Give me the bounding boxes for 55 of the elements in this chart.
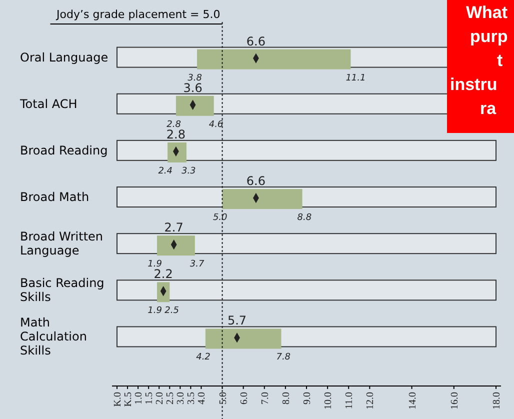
x-tick-label: K.5 [123,392,134,407]
x-tick-label: 16.0 [449,392,460,410]
bar [168,142,186,162]
bar [176,96,214,116]
annotation: 2.5 [164,306,180,316]
x-tick-label: 8.0 [280,392,292,404]
x-tick-label: 1.5 [144,392,156,404]
annotation: What purp t instru ra [450,3,508,118]
x-tick-label: 2.5 [165,392,176,404]
annotation: 7.8 [276,352,291,363]
data-label: 6.6 [246,174,266,188]
x-tick-label: 2.0 [154,392,166,404]
annotation: 11.1 [346,73,366,84]
x-tick-label: K.0 [112,392,124,407]
x-tick-label: 10.0 [323,392,334,410]
annotation: 3.8 [188,73,202,84]
x-tick-label: 18.0 [492,392,502,410]
annotation: 8.8 [297,213,312,223]
bar [222,189,302,209]
x-tick-label: 11.0 [344,392,356,410]
y-tick-label: Broad Math [20,190,90,204]
data-label: 2.7 [164,220,184,235]
annotation: 5.0 [212,213,228,223]
ref-line-label: Jody’s grade placement = 5.0 [56,8,220,21]
data-label: 3.6 [183,80,202,95]
x-tick-label: 14.0 [407,392,418,410]
x-tick-label: 3.0 [176,392,187,404]
annotation: 3.3 [181,166,196,176]
bar [157,236,195,256]
data-label: 6.6 [246,34,266,48]
x-tick-label: 9.0 [302,392,313,404]
x-tick-label: 12.0 [365,392,376,410]
x-tick-label: 3.5 [186,392,198,404]
x-tick-label: 5.0 [218,392,229,404]
data-label: 2.8 [166,127,186,142]
y-tick-label: Oral Language [20,50,108,64]
y-tick-label: Total ACH [19,96,78,111]
x-tick-label: 7.0 [260,392,271,404]
annotation: 3.7 [190,260,204,270]
annotation: 1.9 [148,260,162,270]
data-label: 2.2 [154,267,173,282]
y-tick-label: Math Calculation Skills [20,316,87,358]
annotation: 1.9 [148,306,162,316]
annotation: 4.2 [196,352,211,363]
data-label: 5.7 [227,314,247,328]
x-tick-label: 4.0 [196,392,208,404]
y-tick-label: Basic Reading Skills [20,276,104,304]
annotation: 4.6 [208,120,224,130]
y-tick-label: Broad Written Language [20,230,104,258]
annotation: 2.8 [166,120,182,130]
x-tick-label: 1.0 [134,392,145,404]
y-tick-label: Broad Reading [20,143,108,158]
bar [205,328,282,349]
x-tick-label: 6.0 [238,392,250,404]
annotation: 2.4 [158,166,173,176]
